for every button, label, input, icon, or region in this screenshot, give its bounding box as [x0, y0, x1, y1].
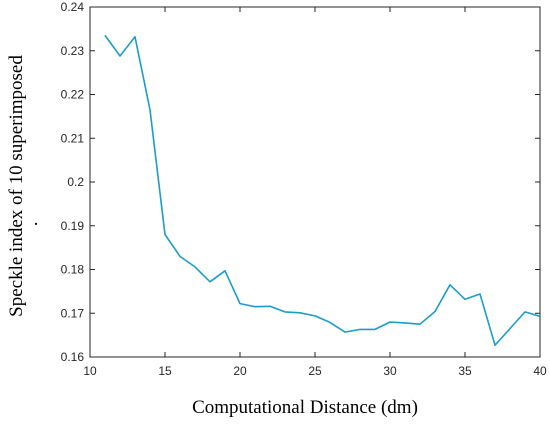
x-tick-label: 25: [308, 364, 322, 378]
plot-area: [89, 6, 541, 358]
x-tick-label: 40: [533, 364, 547, 378]
y-axis-title: Speckle index of 10 superimposed: [6, 55, 27, 317]
plot-frame: [89, 6, 541, 358]
x-tick-label: 20: [233, 364, 247, 378]
x-tick-label: 35: [458, 364, 472, 378]
stray-dot-mark: .: [34, 209, 39, 230]
x-tick-label: 15: [158, 364, 172, 378]
x-tick-label: 30: [383, 364, 397, 378]
x-tick-label: 10: [83, 364, 97, 378]
series-line: [104, 34, 541, 347]
y-tick-label: 0.21: [61, 131, 85, 145]
y-tick-label: 0.22: [61, 88, 85, 102]
x-axis-title: Computational Distance (dm): [192, 397, 418, 418]
y-axis: 0.16 0.17 0.18 0.19 0.2 0.21 0.22 0.23 0.24: [61, 0, 540, 364]
y-tick-label: 0.23: [61, 44, 85, 58]
x-axis: 10 15 20 25 30 35 40: [83, 7, 547, 378]
y-tick-label: 0.16: [61, 350, 85, 364]
y-tick-label: 0.19: [61, 219, 85, 233]
series-layer: [104, 34, 541, 347]
y-tick-label: 0.2: [67, 175, 84, 189]
y-tick-label: 0.24: [61, 0, 85, 14]
y-tick-label: 0.17: [61, 306, 85, 320]
y-tick-label: 0.18: [61, 263, 85, 277]
